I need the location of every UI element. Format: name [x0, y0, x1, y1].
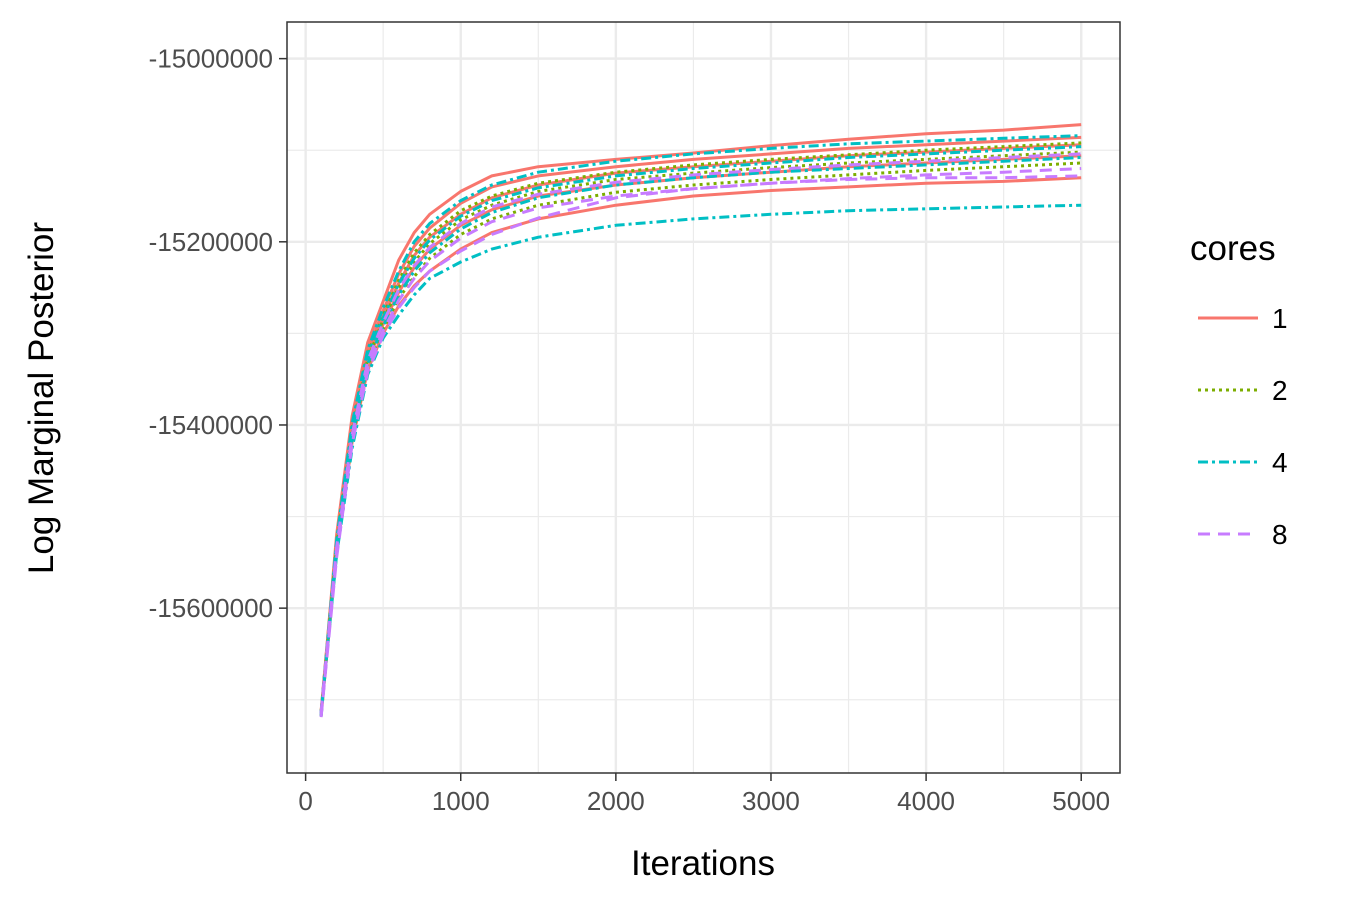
- legend-label: 2: [1272, 375, 1288, 406]
- legend-label: 8: [1272, 519, 1288, 550]
- legend-items: 1 2 4 8: [1198, 303, 1288, 550]
- legend-item-cores-8: 8: [1198, 519, 1288, 550]
- y-axis: -15000000 -15200000 -15400000 -15600000: [149, 44, 287, 623]
- panel-border: [286, 21, 1121, 774]
- series-lines: [319, 123, 1082, 718]
- legend-label: 4: [1272, 447, 1288, 478]
- y-tick-label: -15600000: [149, 593, 273, 623]
- series-line-cores-8: [319, 174, 1082, 718]
- series-line-cores-2: [319, 161, 1082, 716]
- x-axis-title: Iterations: [631, 844, 775, 883]
- series-line-cores-8: [319, 167, 1082, 715]
- panel-background: [287, 22, 1120, 773]
- series-line-cores-1: [319, 123, 1082, 714]
- legend-title: cores: [1190, 229, 1276, 268]
- legend: cores 1 2 4 8: [1190, 229, 1288, 550]
- x-tick-label: 2000: [587, 786, 645, 816]
- x-tick-label: 1000: [432, 786, 490, 816]
- x-tick-label: 0: [298, 786, 312, 816]
- legend-item-cores-2: 2: [1198, 375, 1288, 406]
- x-tick-label: 4000: [897, 786, 955, 816]
- legend-item-cores-4: 4: [1198, 447, 1288, 478]
- x-axis: 0 1000 2000 3000 4000 5000: [298, 773, 1110, 816]
- legend-label: 1: [1272, 303, 1288, 334]
- y-tick-label: -15200000: [149, 227, 273, 257]
- series-line-cores-4: [319, 203, 1082, 713]
- y-axis-title: Log Marginal Posterior: [22, 222, 61, 574]
- series-line-cores-4: [319, 145, 1082, 714]
- major-gridlines: [287, 22, 1120, 773]
- legend-item-cores-1: 1: [1198, 303, 1288, 334]
- plot-panel: [286, 21, 1121, 774]
- x-tick-label: 3000: [742, 786, 800, 816]
- x-tick-label: 5000: [1052, 786, 1110, 816]
- y-tick-label: -15000000: [149, 44, 273, 74]
- y-tick-label: -15400000: [149, 410, 273, 440]
